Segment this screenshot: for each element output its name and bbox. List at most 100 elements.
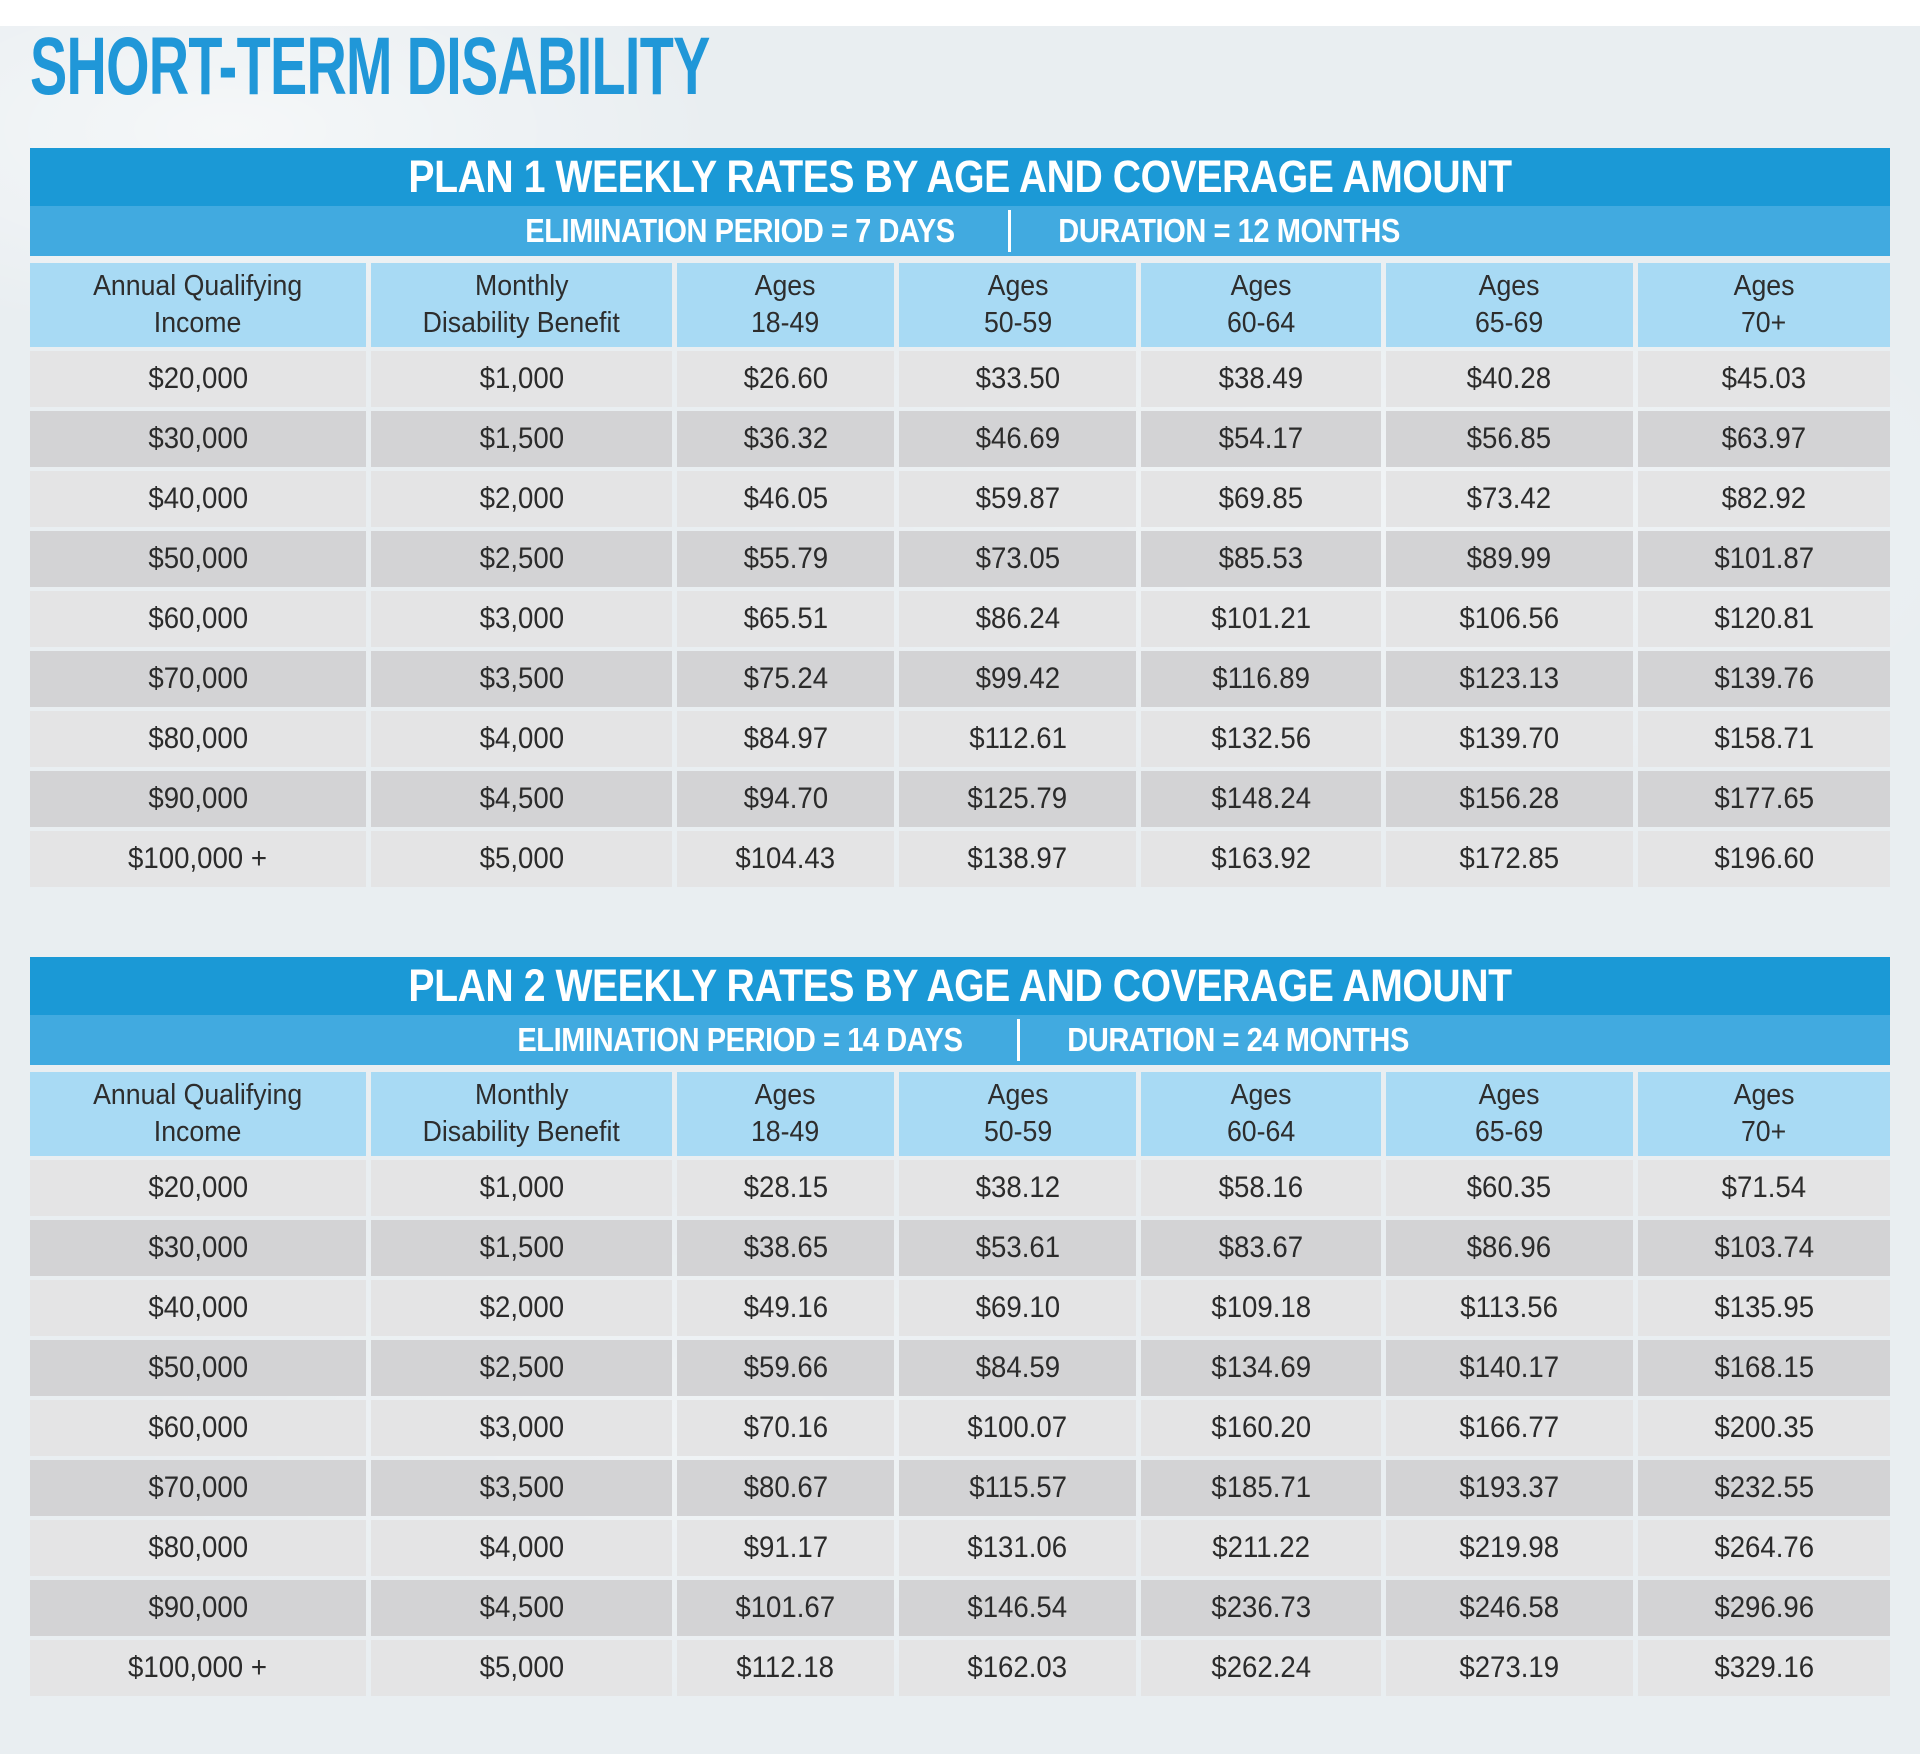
rate-cell: $40.28 (1385, 351, 1633, 407)
income-cell: $30,000 (30, 411, 366, 467)
column-header: Ages 65-69 (1385, 1072, 1633, 1156)
benefit-cell: $4,500 (370, 771, 673, 827)
rate-cell: $211.22 (1141, 1520, 1381, 1576)
benefit-cell: $4,500 (370, 1580, 673, 1636)
benefit-cell: $3,000 (370, 1400, 673, 1456)
rate-cell: $54.17 (1141, 411, 1381, 467)
income-cell: $40,000 (30, 1280, 366, 1336)
column-header: Ages 50-59 (898, 263, 1137, 347)
rate-cell: $329.16 (1637, 1640, 1890, 1696)
income-cell: $20,000 (30, 1160, 366, 1216)
rate-cell: $94.70 (677, 771, 894, 827)
rate-cell: $56.85 (1385, 411, 1633, 467)
rate-cell: $116.89 (1141, 651, 1381, 707)
column-header: Ages 18-49 (677, 1072, 894, 1156)
rate-cell: $86.24 (898, 591, 1137, 647)
rate-cell: $109.18 (1141, 1280, 1381, 1336)
rate-cell: $160.20 (1141, 1400, 1381, 1456)
income-cell: $40,000 (30, 471, 366, 527)
rate-cell: $168.15 (1637, 1340, 1890, 1396)
rate-cell: $139.70 (1385, 711, 1633, 767)
benefit-cell: $3,500 (370, 1460, 673, 1516)
plan1-subtitle-bar: ELIMINATION PERIOD = 7 DAYS DURATION = 1… (30, 206, 1890, 256)
benefit-cell: $2,500 (370, 1340, 673, 1396)
income-cell: $50,000 (30, 531, 366, 587)
benefit-cell: $3,000 (370, 591, 673, 647)
subtitle-divider (1008, 210, 1012, 252)
rate-cell: $246.58 (1385, 1580, 1633, 1636)
column-header: Monthly Disability Benefit (370, 1072, 673, 1156)
income-cell: $60,000 (30, 1400, 366, 1456)
rate-cell: $140.17 (1385, 1340, 1633, 1396)
benefit-cell: $5,000 (370, 1640, 673, 1696)
plan2-duration-text: DURATION = 24 MONTHS (1067, 1021, 1410, 1058)
rate-cell: $28.15 (677, 1160, 894, 1216)
rate-cell: $163.92 (1141, 831, 1381, 887)
rate-cell: $86.96 (1385, 1220, 1633, 1276)
rate-cell: $104.43 (677, 831, 894, 887)
income-cell: $90,000 (30, 1580, 366, 1636)
rate-cell: $193.37 (1385, 1460, 1633, 1516)
rate-cell: $101.87 (1637, 531, 1890, 587)
rate-sheet: SHORT-TERM DISABILITY PLAN 1 WEEKLY RATE… (0, 26, 1920, 1754)
rate-cell: $55.79 (677, 531, 894, 587)
benefit-cell: $1,500 (370, 411, 673, 467)
rate-cell: $89.99 (1385, 531, 1633, 587)
benefit-cell: $1,000 (370, 351, 673, 407)
column-header: Ages 60-64 (1141, 263, 1381, 347)
rate-cell: $123.13 (1385, 651, 1633, 707)
rate-cell: $75.24 (677, 651, 894, 707)
income-cell: $80,000 (30, 1520, 366, 1576)
plan1-rates-table: PLAN 1 WEEKLY RATES BY AGE AND COVERAGE … (30, 148, 1890, 887)
rate-cell: $84.59 (898, 1340, 1137, 1396)
rate-cell: $146.54 (898, 1580, 1137, 1636)
rate-cell: $69.10 (898, 1280, 1137, 1336)
plan1-title-bar: PLAN 1 WEEKLY RATES BY AGE AND COVERAGE … (30, 148, 1890, 206)
rate-cell: $296.96 (1637, 1580, 1890, 1636)
rate-cell: $200.35 (1637, 1400, 1890, 1456)
plan2-elimination-period-text: ELIMINATION PERIOD = 14 DAYS (517, 1021, 964, 1058)
column-header: Ages 60-64 (1141, 1072, 1381, 1156)
column-header: Monthly Disability Benefit (370, 263, 673, 347)
rate-cell: $59.87 (898, 471, 1137, 527)
column-header: Ages 18-49 (677, 263, 894, 347)
rate-cell: $80.67 (677, 1460, 894, 1516)
column-header: Ages 50-59 (898, 1072, 1137, 1156)
rate-cell: $166.77 (1385, 1400, 1633, 1456)
rate-cell: $162.03 (898, 1640, 1137, 1696)
rate-cell: $36.32 (677, 411, 894, 467)
column-header: Ages 65-69 (1385, 263, 1633, 347)
rate-cell: $65.51 (677, 591, 894, 647)
rate-cell: $71.54 (1637, 1160, 1890, 1216)
column-header: Annual Qualifying Income (30, 1072, 366, 1156)
rate-cell: $101.67 (677, 1580, 894, 1636)
rate-cell: $73.05 (898, 531, 1137, 587)
rate-cell: $172.85 (1385, 831, 1633, 887)
rate-cell: $101.21 (1141, 591, 1381, 647)
benefit-cell: $1,000 (370, 1160, 673, 1216)
rate-cell: $99.42 (898, 651, 1137, 707)
rate-cell: $236.73 (1141, 1580, 1381, 1636)
rate-cell: $112.18 (677, 1640, 894, 1696)
subtitle-divider (1017, 1019, 1021, 1061)
benefit-cell: $1,500 (370, 1220, 673, 1276)
rate-cell: $60.35 (1385, 1160, 1633, 1216)
income-cell: $60,000 (30, 591, 366, 647)
rate-cell: $82.92 (1637, 471, 1890, 527)
rate-cell: $138.97 (898, 831, 1137, 887)
rate-cell: $112.61 (898, 711, 1137, 767)
rate-cell: $139.76 (1637, 651, 1890, 707)
rate-cell: $134.69 (1141, 1340, 1381, 1396)
plan2-rates-grid: Annual Qualifying Income Monthly Disability… (30, 1072, 1890, 1696)
benefit-cell: $2,000 (370, 1280, 673, 1336)
benefit-cell: $2,500 (370, 531, 673, 587)
rate-cell: $103.74 (1637, 1220, 1890, 1276)
benefit-cell: $4,000 (370, 1520, 673, 1576)
rate-cell: $264.76 (1637, 1520, 1890, 1576)
rate-cell: $219.98 (1385, 1520, 1633, 1576)
rate-cell: $135.95 (1637, 1280, 1890, 1336)
rate-cell: $106.56 (1385, 591, 1633, 647)
rate-cell: $158.71 (1637, 711, 1890, 767)
rate-cell: $38.12 (898, 1160, 1137, 1216)
column-header: Ages 70+ (1637, 263, 1890, 347)
